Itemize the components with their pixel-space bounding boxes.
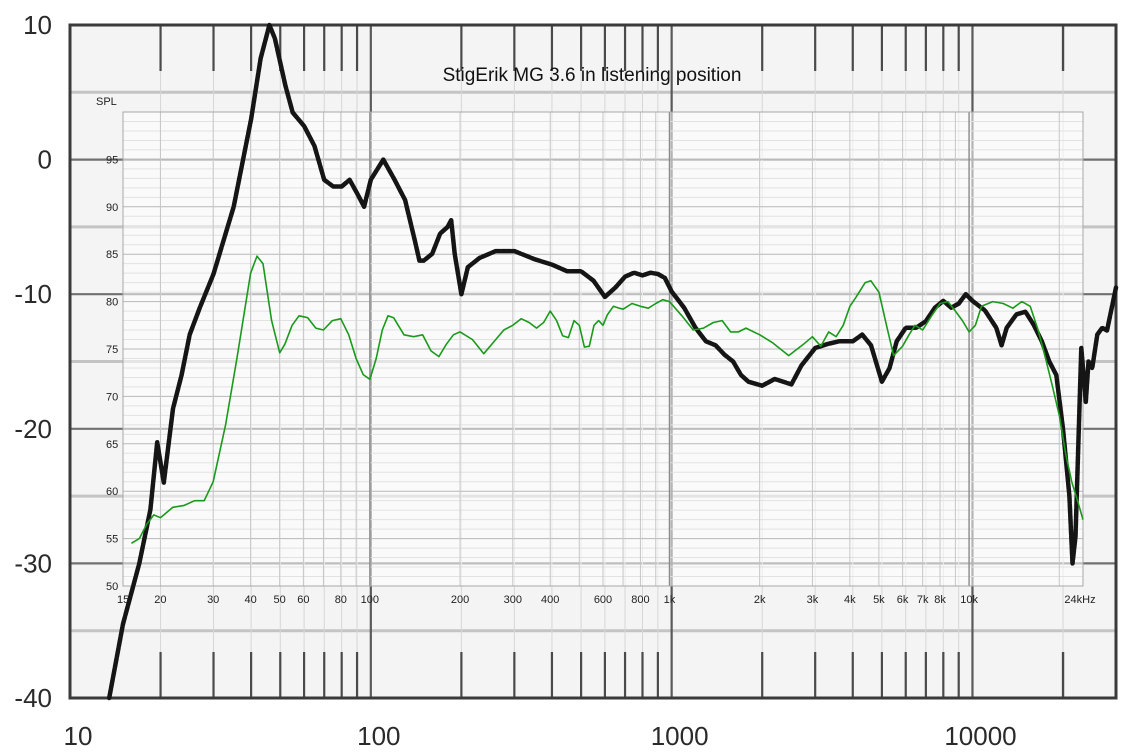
outer-tick-marks — [159, 25, 1118, 698]
outer-y-tick-label: 10 — [23, 10, 52, 40]
inner-y-tick-label: 85 — [106, 249, 118, 261]
inner-x-tick-label: 7k — [917, 594, 929, 606]
inner-y-tick-label: 80 — [106, 297, 118, 309]
inner-x-tick-label: 8k — [934, 594, 946, 606]
outer-x-axis-labels: 10 100 1000 10000 — [64, 721, 1017, 751]
inner-x-tick-label: 24kHz — [1064, 594, 1095, 606]
inner-x-tick-label: 40 — [245, 594, 257, 606]
inner-y-tick-label: 75 — [106, 344, 118, 356]
inner-x-tick-label: 60 — [297, 594, 309, 606]
inner-x-tick-label: 100 — [361, 594, 379, 606]
inner-y-tick-label: 90 — [106, 202, 118, 214]
outer-x-tick-label: 10000 — [944, 721, 1016, 751]
outer-x-tick-label: 1000 — [651, 721, 709, 751]
inner-y-tick-label: 55 — [106, 534, 118, 546]
inner-x-tick-label: 1k — [664, 594, 676, 606]
series-line-green-response — [130, 255, 1084, 544]
inner-x-tick-label: 50 — [274, 594, 286, 606]
inner-y-axis-label: SPL — [96, 96, 117, 108]
inner-x-tick-label: 800 — [631, 594, 649, 606]
inner-x-tick-label: 30 — [207, 594, 219, 606]
inner-y-axis-labels: 95 90 85 80 75 70 65 60 55 50 — [106, 154, 118, 593]
inner-y-tick-label: 70 — [106, 391, 118, 403]
inner-x-tick-label: 300 — [504, 594, 522, 606]
chart-title: StigErik MG 3.6 in listening position — [443, 65, 742, 86]
outer-y-tick-label: -20 — [14, 414, 52, 444]
outer-x-tick-label: 100 — [357, 721, 400, 751]
inner-x-tick-label: 6k — [897, 594, 909, 606]
inner-x-tick-label: 4k — [844, 594, 856, 606]
inner-x-tick-label: 200 — [451, 594, 469, 606]
inner-y-tick-label: 50 — [106, 581, 118, 593]
inner-x-tick-label: 15 — [117, 594, 129, 606]
inner-x-tick-label: 400 — [541, 594, 559, 606]
outer-plot-frame — [68, 23, 1118, 700]
inner-x-tick-label: 600 — [594, 594, 612, 606]
inner-x-tick-label: 2k — [754, 594, 766, 606]
inner-x-axis-labels: 15 20 30 40 50 60 80 100 200 300 400 600 800 1k 2k 3k 4k… — [117, 594, 1096, 606]
inner-grid — [123, 111, 1083, 587]
outer-x-tick-label: 10 — [64, 721, 93, 751]
outer-y-tick-label: 0 — [38, 145, 52, 175]
inner-y-tick-label: 60 — [106, 486, 118, 498]
inner-x-tick-label: 3k — [807, 594, 819, 606]
inner-plot: 95 90 85 80 75 70 65 60 55 50 15 20 30 40 50 60 80 100 20… — [106, 111, 1096, 606]
inner-x-tick-label: 10k — [960, 594, 978, 606]
outer-y-axis-labels: 10 0 -10 -20 -30 -40 — [14, 10, 52, 713]
outer-y-tick-label: -10 — [14, 279, 52, 309]
inner-x-tick-label: 5k — [873, 594, 885, 606]
outer-y-tick-label: -40 — [14, 683, 52, 713]
inner-x-tick-label: 20 — [154, 594, 166, 606]
outer-y-tick-label: -30 — [14, 548, 52, 578]
inner-y-tick-label: 95 — [106, 154, 118, 166]
inner-x-tick-label: 80 — [335, 594, 347, 606]
series-line-black-response — [106, 22, 1119, 701]
inner-y-tick-label: 65 — [106, 439, 118, 451]
